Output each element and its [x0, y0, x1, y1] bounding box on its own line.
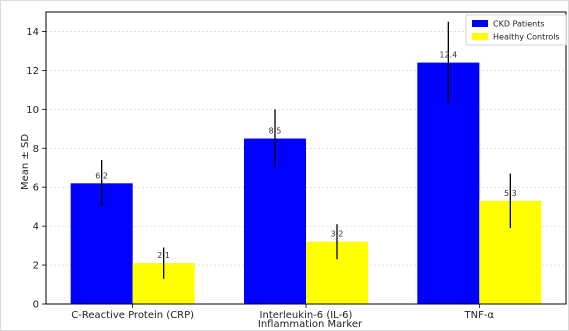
data-labels: 6.2 2.1 8.5 3.2 12.4 5.3 [95, 51, 516, 261]
data-label-ckd: 8.5 [269, 127, 282, 136]
y-tick-label: 6 [33, 183, 39, 194]
data-label-healthy: 2.1 [157, 251, 170, 260]
y-tick-label: 4 [33, 222, 39, 233]
x-tick-label: TNF-α [464, 310, 495, 321]
legend-label-healthy: Healthy Controls [493, 33, 560, 42]
legend-swatch-healthy [472, 33, 488, 40]
x-axis-ticks: C-Reactive Protein (CRP) Interleukin-6 (I… [71, 304, 495, 321]
legend: CKD Patients Healthy Controls [465, 14, 567, 46]
y-tick-label: 8 [33, 144, 39, 155]
x-tick-label: C-Reactive Protein (CRP) [71, 310, 194, 321]
legend-swatch-ckd [472, 20, 488, 27]
y-tick-label: 14 [26, 27, 39, 38]
y-tick-label: 12 [26, 66, 39, 77]
data-label-healthy: 3.2 [331, 230, 344, 239]
y-axis-title: Mean ± SD [20, 134, 31, 190]
y-axis-ticks: 0 2 4 6 8 10 12 14 [26, 27, 46, 311]
data-label-ckd: 6.2 [95, 171, 108, 180]
bars [70, 62, 542, 304]
y-tick-label: 2 [33, 261, 39, 272]
legend-label-ckd: CKD Patients [493, 20, 545, 29]
y-tick-label: 0 [33, 300, 39, 311]
x-axis-title: Inflammation Marker [258, 319, 363, 330]
data-label-ckd: 12.4 [439, 51, 457, 60]
x-tick-label: Interleukin-6 (IL-6) [260, 310, 353, 321]
data-label-healthy: 5.3 [504, 189, 517, 198]
error-bars [101, 21, 511, 279]
y-tick-label: 10 [26, 105, 39, 116]
